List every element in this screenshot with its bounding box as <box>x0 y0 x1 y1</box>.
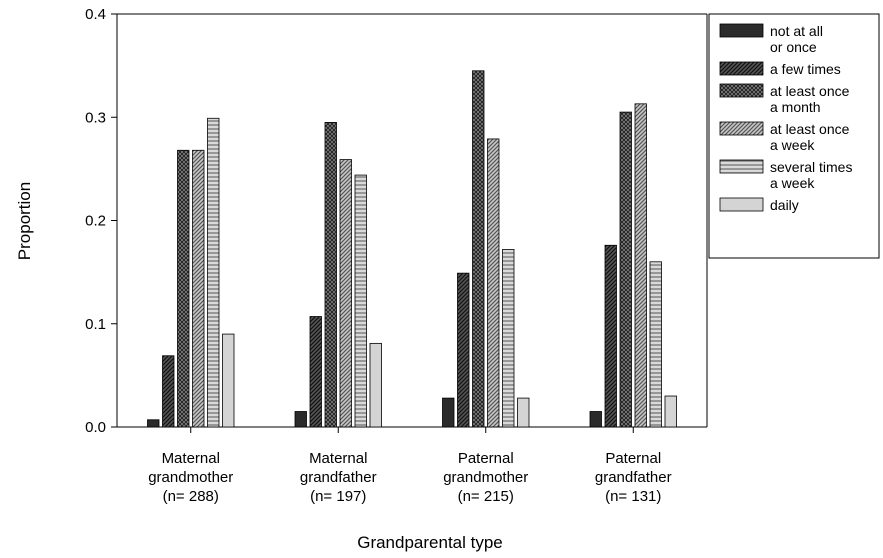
legend-label: at least once a month <box>770 83 850 115</box>
legend-label: several times a week <box>770 159 852 191</box>
y-tick-label: 0.3 <box>85 109 106 126</box>
legend-box <box>708 13 880 259</box>
legend-swatch <box>719 23 764 38</box>
legend-label: not at all or once <box>770 23 823 55</box>
x-tick-label: Paternal grandmother (n= 215) <box>443 450 528 505</box>
bar <box>207 117 220 428</box>
bar <box>604 244 617 428</box>
axes: 0.0 0.1 0.2 0.3 0.4 Maternal grandmother (n= 28… <box>85 6 708 505</box>
legend-swatch <box>719 121 764 136</box>
x-tick-label: Maternal grandfather (n= 197) <box>300 450 377 505</box>
legend: not at all or once a few times at least onc… <box>708 13 880 259</box>
legend-swatch <box>719 61 764 76</box>
bar <box>634 103 647 428</box>
x-tick-label: Paternal grandfather (n= 131) <box>595 450 672 505</box>
bar <box>309 316 322 428</box>
x-tick-label: Maternal grandmother (n= 288) <box>148 450 233 505</box>
bar <box>177 149 190 428</box>
bars <box>147 70 677 428</box>
bar <box>339 159 352 428</box>
legend-swatch <box>719 197 764 212</box>
bar <box>147 419 160 428</box>
bar <box>619 111 632 428</box>
bar <box>649 261 662 428</box>
bar <box>324 122 337 428</box>
x-axis-label: Grandparental type <box>357 533 503 552</box>
bar <box>369 342 382 428</box>
bar <box>589 411 602 428</box>
bar <box>222 333 235 428</box>
legend-label: daily <box>770 197 799 213</box>
bar <box>457 272 470 428</box>
bar <box>664 395 677 428</box>
bar <box>294 411 307 428</box>
bar <box>502 249 515 428</box>
y-tick-label: 0.1 <box>85 316 106 333</box>
legend-swatch <box>719 159 764 174</box>
bar <box>442 397 455 428</box>
bar <box>162 355 175 428</box>
y-tick-label: 0.4 <box>85 6 106 23</box>
bar <box>517 397 530 428</box>
legend-label: a few times <box>770 61 841 77</box>
bar <box>487 138 500 428</box>
legend-label: at least once a week <box>770 121 850 153</box>
bar <box>354 174 367 428</box>
bar <box>472 70 485 428</box>
y-tick-label: 0.0 <box>85 419 106 436</box>
y-tick-label: 0.2 <box>85 213 106 230</box>
legend-swatch <box>719 83 764 98</box>
bar <box>192 149 205 428</box>
y-axis-label: Proportion <box>15 182 34 260</box>
